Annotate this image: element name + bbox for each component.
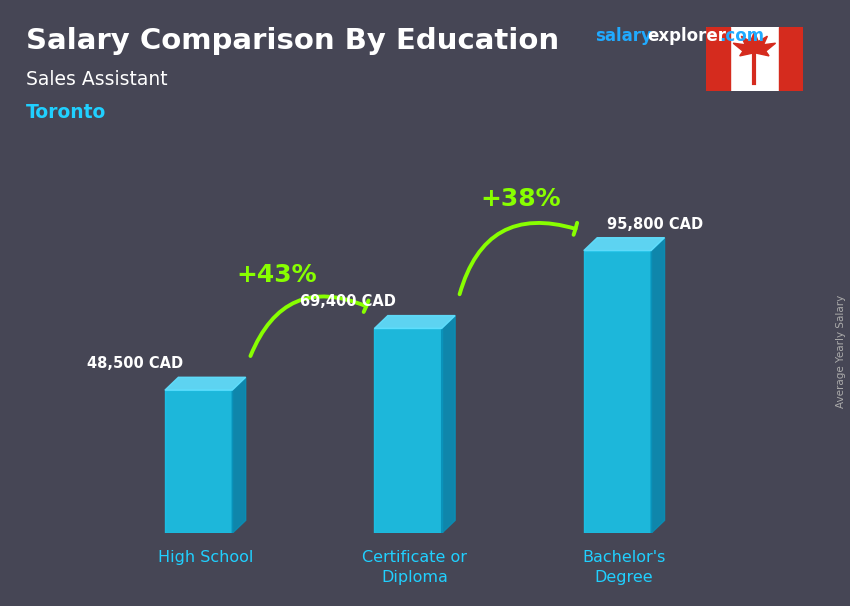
Text: Average Yearly Salary: Average Yearly Salary <box>836 295 846 408</box>
Text: 48,500 CAD: 48,500 CAD <box>87 356 183 371</box>
Text: Certificate or
Diploma: Certificate or Diploma <box>362 550 468 585</box>
Text: +43%: +43% <box>237 263 317 287</box>
Polygon shape <box>651 238 665 533</box>
Bar <box>779 27 803 91</box>
Polygon shape <box>734 32 775 56</box>
Text: Toronto: Toronto <box>26 103 105 122</box>
Bar <box>584 250 651 533</box>
Text: Bachelor's
Degree: Bachelor's Degree <box>582 550 666 585</box>
Polygon shape <box>165 378 246 390</box>
Polygon shape <box>442 316 455 533</box>
Polygon shape <box>232 378 246 533</box>
Bar <box>165 390 232 533</box>
Text: High School: High School <box>157 550 253 565</box>
Bar <box>374 328 442 533</box>
Polygon shape <box>584 238 665 250</box>
Text: salary: salary <box>595 27 652 45</box>
Text: +38%: +38% <box>480 187 560 211</box>
Text: Sales Assistant: Sales Assistant <box>26 70 167 88</box>
Text: .com: .com <box>719 27 764 45</box>
Text: 95,800 CAD: 95,800 CAD <box>607 216 703 231</box>
Text: Salary Comparison By Education: Salary Comparison By Education <box>26 27 558 55</box>
Text: 69,400 CAD: 69,400 CAD <box>300 295 396 310</box>
Text: explorer: explorer <box>648 27 727 45</box>
Polygon shape <box>374 316 455 328</box>
Bar <box>706 27 730 91</box>
